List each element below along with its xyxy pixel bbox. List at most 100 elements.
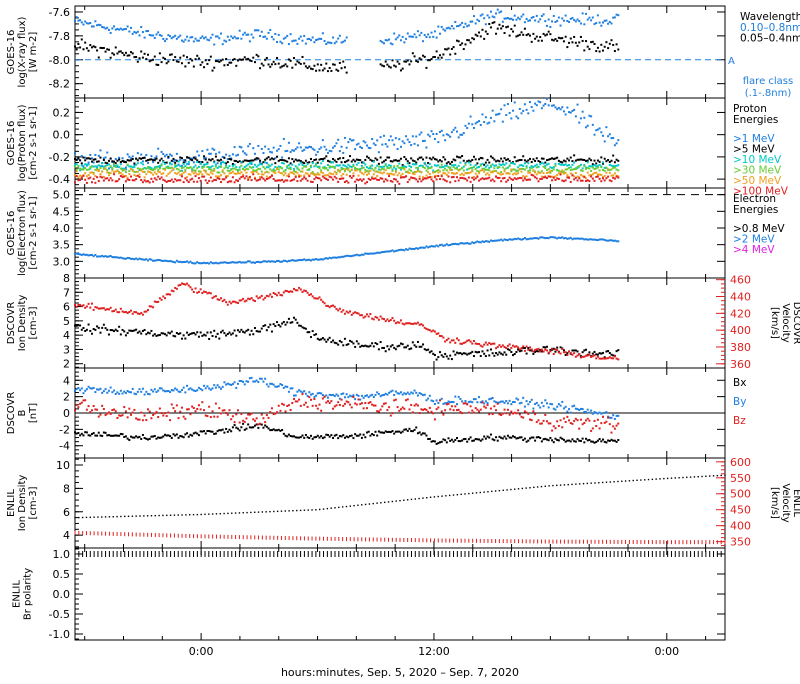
data-point: [281, 179, 283, 181]
data-point: [286, 150, 288, 152]
data-point: [536, 15, 538, 17]
data-point: [565, 406, 567, 408]
data-point: [351, 435, 353, 437]
data-point: [577, 104, 579, 106]
data-point: [597, 419, 599, 421]
data-point: [444, 30, 446, 32]
data-point: [407, 181, 409, 183]
data-point: [223, 178, 225, 180]
data-point: [610, 39, 612, 41]
data-point: [464, 438, 466, 440]
data-point: [79, 46, 81, 48]
data-point: [220, 163, 222, 165]
y-axis-label: GOES-16log(Proton flux)[cm-2 s-1 sr-1]: [6, 104, 39, 181]
data-point: [573, 405, 575, 407]
data-point: [585, 13, 587, 15]
data-point: [218, 151, 220, 153]
data-point: [213, 149, 215, 151]
data-point: [352, 172, 354, 174]
data-point: [320, 64, 322, 66]
data-point: [93, 387, 95, 389]
data-point: [431, 350, 433, 352]
data-point: [524, 438, 526, 440]
data-point: [478, 31, 480, 33]
data-point: [144, 329, 146, 331]
data-point: [205, 36, 207, 38]
data-point: [82, 157, 84, 159]
data-point: [98, 180, 100, 182]
data-point: [378, 179, 380, 181]
data-point: [213, 168, 215, 170]
data-point: [597, 14, 599, 16]
data-point: [330, 150, 332, 152]
data-point: [487, 33, 489, 35]
data-point: [251, 330, 253, 332]
data-point: [88, 163, 90, 165]
data-point: [568, 21, 570, 23]
data-point: [386, 180, 388, 182]
data-point: [147, 166, 149, 168]
data-point: [337, 437, 339, 439]
data-point: [582, 12, 584, 14]
data-point: [308, 161, 310, 163]
data-point: [288, 391, 290, 393]
data-point: [549, 26, 551, 28]
data-point: [89, 307, 91, 309]
data-point: [565, 160, 567, 162]
data-point: [380, 341, 382, 343]
data-point: [127, 153, 129, 155]
y-label-line: log(Proton flux): [17, 104, 28, 181]
data-point: [582, 170, 584, 172]
data-point: [407, 60, 409, 62]
data-point: [184, 177, 186, 179]
data-point: [371, 138, 373, 140]
data-point: [210, 416, 212, 418]
data-point: [393, 144, 395, 146]
data-point: [125, 410, 127, 412]
data-point: [120, 163, 122, 165]
data-point: [551, 403, 553, 405]
data-point: [203, 66, 205, 68]
data-point: [196, 151, 198, 153]
data-point: [127, 332, 129, 334]
data-point: [448, 358, 450, 360]
data-point: [417, 394, 419, 396]
data-point: [315, 333, 317, 335]
data-point: [234, 146, 236, 148]
data-point: [431, 167, 433, 169]
data-point: [296, 167, 298, 169]
y-tick-label: -8.0: [49, 54, 70, 67]
data-point: [268, 326, 270, 328]
data-point: [436, 133, 438, 135]
data-point: [130, 27, 132, 29]
data-point: [398, 322, 400, 324]
data-point: [424, 140, 426, 142]
data-point: [290, 60, 292, 62]
data-point: [385, 402, 387, 404]
data-point: [585, 40, 587, 42]
data-point: [453, 129, 455, 131]
data-point: [132, 313, 134, 315]
data-point: [195, 410, 197, 412]
data-point: [293, 178, 295, 180]
data-point: [390, 415, 392, 417]
data-point: [514, 169, 516, 171]
data-point: [305, 393, 307, 395]
data-point: [251, 60, 253, 62]
data-point: [188, 285, 190, 287]
data-point: [157, 31, 159, 33]
y-label-line: DSCOVR: [6, 392, 17, 435]
data-point: [244, 56, 246, 58]
data-point: [220, 166, 222, 168]
data-point: [425, 157, 427, 159]
data-point: [373, 173, 375, 175]
data-point: [539, 101, 541, 103]
data-point: [159, 334, 161, 336]
data-point: [206, 385, 208, 387]
data-point: [485, 342, 487, 344]
data-point: [161, 151, 163, 153]
data-point: [517, 399, 519, 401]
data-point: [600, 131, 602, 133]
data-point: [437, 57, 439, 59]
data-point: [441, 441, 443, 443]
